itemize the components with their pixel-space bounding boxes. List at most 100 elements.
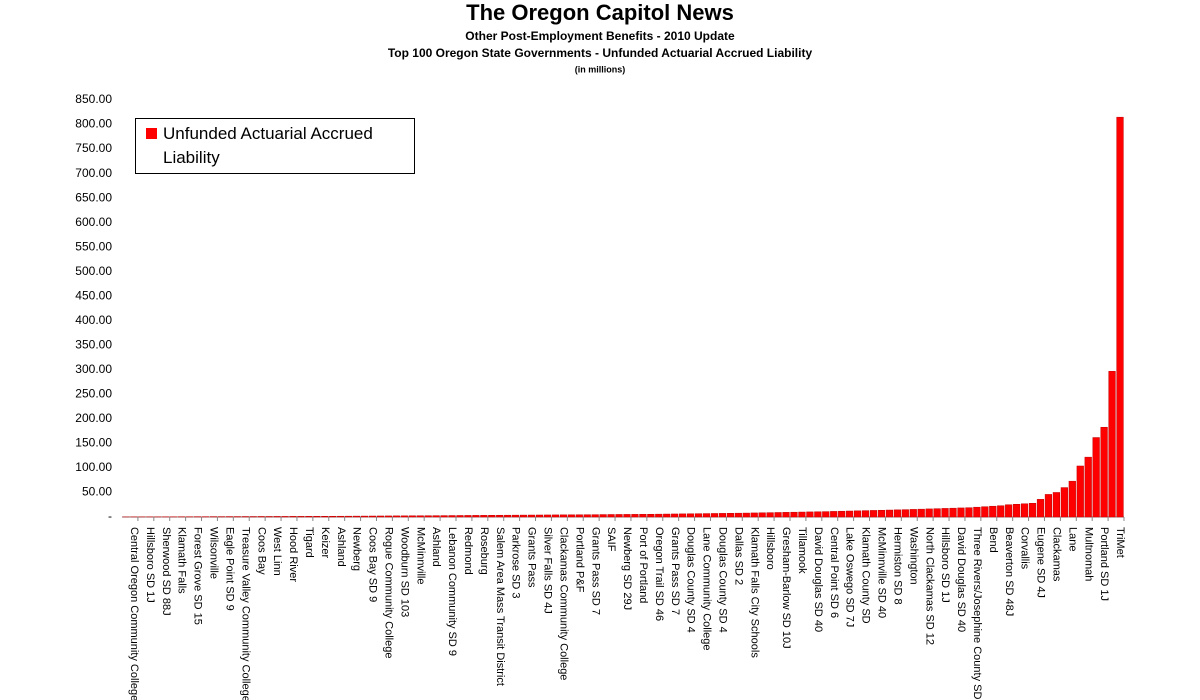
x-tick-label: Grants Pass SD 7 [589,527,601,615]
x-tick-label: Parkrose SD 3 [510,527,522,599]
x-tick-label: Dallas SD 2 [732,527,744,585]
x-tick-label: Newberg [351,527,363,571]
x-tick-label: Clackamas Community College [557,527,569,680]
subtitle: Top 100 Oregon State Governments - Unfun… [388,46,813,60]
x-tick-label: Silver Falls SD 4J [542,527,554,614]
x-tick-label: Bend [987,527,999,553]
bar [798,511,806,518]
bar [551,514,559,518]
bar [639,514,647,518]
bar [917,508,925,518]
bar [313,516,321,518]
bar [734,512,742,518]
bar [647,514,655,518]
bar [766,512,774,518]
bar [559,514,567,518]
bar [520,514,528,518]
y-tick-label: 550.00 [75,239,112,253]
x-tick-label: Grants Pass [526,527,538,588]
bar [989,505,997,518]
x-tick-label: Tigard [303,527,315,558]
y-tick-label: 600.00 [75,215,112,229]
bar [1028,503,1037,518]
x-tick-label: Newberg SD 29J [621,527,633,610]
bar [448,515,456,518]
bar [400,515,408,518]
y-tick-label: 700.00 [75,166,112,180]
bar [583,514,591,518]
x-tick-label: Hillsboro [764,527,776,570]
x-tick-label: Douglas County SD 4 [716,527,728,633]
y-tick-label: 250.00 [75,387,112,401]
x-tick-label: Hillsboro SD 1J [939,527,951,603]
x-tick-label: Douglas County SD 4 [685,527,697,633]
x-tick-label: Port of Portland [637,527,649,603]
x-tick-label: West Linn [271,527,283,576]
bar [1060,487,1068,518]
legend-swatch [146,128,157,139]
x-tick-label: Salem Area Mass Transit District [494,527,506,686]
bar [424,515,432,518]
x-tick-label: Lebanon Community SD 9 [446,527,458,656]
subtitle: Other Post-Employment Benefits - 2010 Up… [465,29,735,43]
bar [273,516,281,518]
bar [806,511,814,518]
x-tick-label: Three Rivers/Josephine County SD [971,527,983,699]
bar [726,513,734,518]
bar [854,510,862,518]
x-tick-label: Ashland [335,527,347,567]
bar [1052,492,1060,518]
x-tick-label: Wilsonville [208,527,220,579]
bar [623,514,631,518]
x-tick-label: Portland P&F [573,527,585,593]
x-tick-label: McMinnville [414,527,426,584]
y-tick-label: - [108,509,112,523]
bar [488,515,496,518]
y-tick-label: 750.00 [75,141,112,155]
bar [893,509,901,518]
bar [1100,426,1108,518]
x-tick-label: SAIF [605,527,617,552]
bar [1076,465,1084,518]
x-tick-label: Forest Grove SD 15 [192,527,204,625]
x-tick-label: Portland SD 1J [1098,527,1110,601]
bar [790,511,798,518]
bar [575,514,583,518]
bar [607,514,615,518]
bar [774,512,782,518]
bar [392,515,400,518]
y-tick-label: 850.00 [75,92,112,106]
x-tick-label: David Douglas SD 40 [955,527,967,632]
bar [1036,499,1045,518]
bar [925,508,933,518]
bar [957,507,965,518]
bar [671,513,679,518]
bar [599,514,607,518]
x-tick-label: Oregon Trail SD 46 [653,527,665,621]
x-tick-label: Central Oregon Community College [128,527,140,700]
bar [663,513,671,518]
bar [496,514,504,518]
bar [679,513,687,518]
bar [472,515,480,518]
bar [535,514,544,518]
bar [782,512,790,518]
x-tick-label: Redmond [462,527,474,575]
x-tick-label: Beaverton SD 48J [1003,527,1015,616]
bar [360,515,369,518]
bar [1021,503,1029,518]
x-tick-label: David Douglas SD 40 [812,527,824,632]
bar [885,509,893,518]
bar [543,514,552,518]
bar [814,511,822,518]
bar [512,514,520,518]
bar [702,513,711,518]
x-tick-label: Treasure Valley Community College [239,527,251,700]
bar [305,516,313,518]
bar [281,516,289,518]
bar [901,509,909,518]
bar [384,515,392,518]
x-tick-label: Washington [907,527,919,585]
bar [631,514,639,518]
